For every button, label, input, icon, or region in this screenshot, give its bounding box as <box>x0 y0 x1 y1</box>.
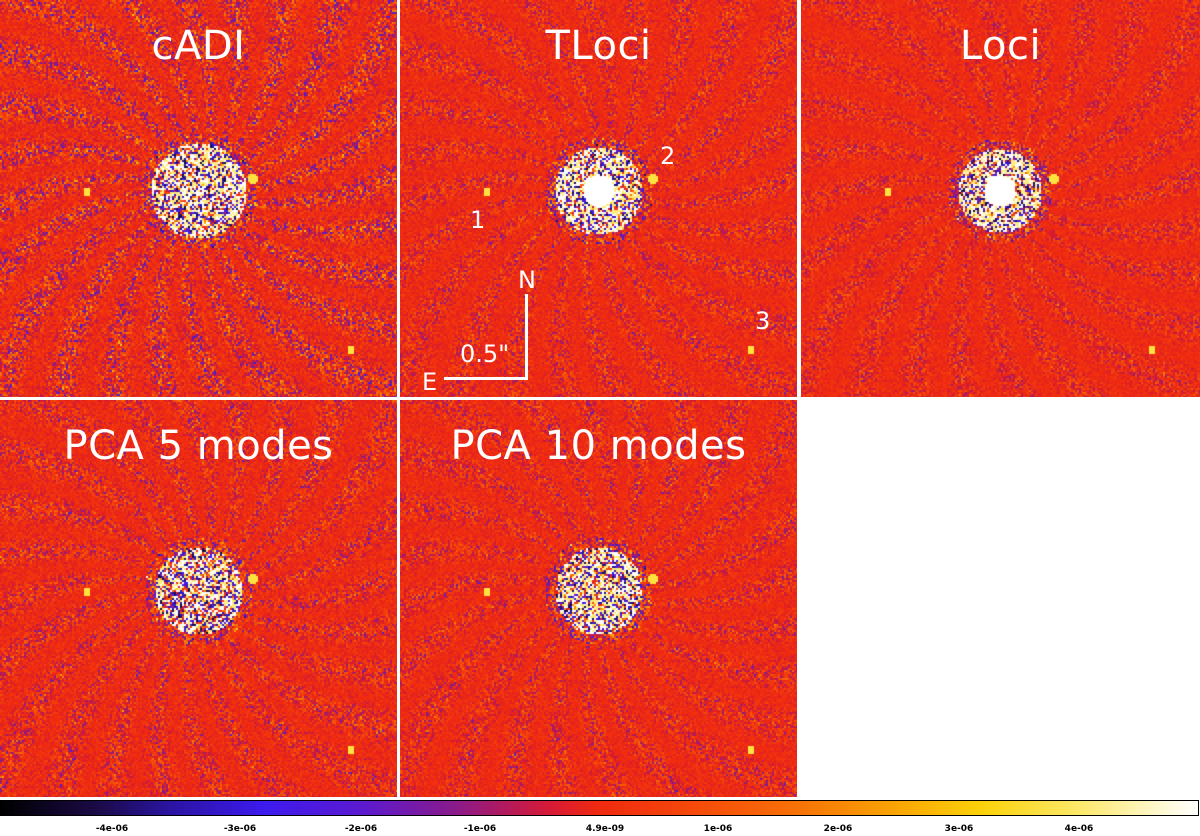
colorbar-tick: -1e-06 <box>463 824 497 834</box>
companion-label-1: 1 <box>470 206 486 234</box>
colorbar-tick: 3e-06 <box>944 824 974 834</box>
companion-label-2: 2 <box>660 142 676 170</box>
panel-title: PCA 10 modes <box>450 423 747 469</box>
panel-pca5: PCA 5 modes <box>0 400 397 797</box>
image-pca5 <box>0 400 397 797</box>
colorbar <box>0 800 1199 816</box>
panel-pca10: PCA 10 modes <box>400 400 797 797</box>
panel-title: Loci <box>959 23 1042 69</box>
panel-loci: Loci <box>801 0 1200 397</box>
image-cadi <box>0 0 397 397</box>
north-label: N <box>518 266 536 294</box>
colorbar-tick: -3e-06 <box>223 824 257 834</box>
panel-cadi: cADI <box>0 0 397 397</box>
panel-tloci: TLoci 1 2 3 N E 0.5" <box>400 0 797 397</box>
scale-bar-line <box>444 377 528 380</box>
colorbar-tick: -4e-06 <box>95 824 129 834</box>
north-arrow-line <box>525 294 528 380</box>
colorbar-tick: 1e-06 <box>703 824 733 834</box>
panel-title: cADI <box>151 23 246 69</box>
colorbar-tick: -2e-06 <box>344 824 378 834</box>
panel-title: PCA 5 modes <box>63 423 334 469</box>
image-tloci <box>400 0 797 397</box>
scale-label: 0.5" <box>460 340 510 368</box>
image-pca10 <box>400 400 797 797</box>
image-loci <box>801 0 1200 397</box>
colorbar-tick: 2e-06 <box>823 824 853 834</box>
companion-label-3: 3 <box>755 307 771 335</box>
east-label: E <box>422 368 438 396</box>
panel-title: TLoci <box>545 23 652 69</box>
colorbar-tick: 4.9e-09 <box>585 824 625 834</box>
colorbar-tick: 4e-06 <box>1064 824 1094 834</box>
